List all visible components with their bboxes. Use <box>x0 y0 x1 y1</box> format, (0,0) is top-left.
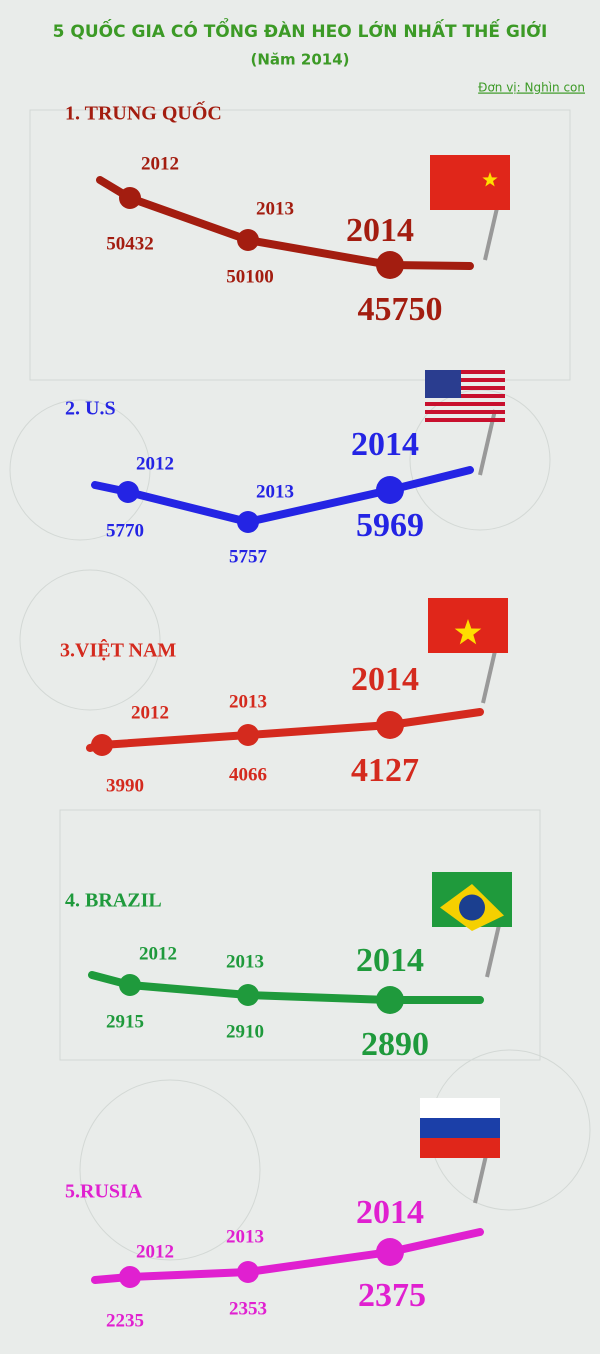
value-label: 50100 <box>226 266 274 287</box>
value-label: 2353 <box>229 1298 267 1319</box>
flag-band <box>420 1098 500 1118</box>
value-label: 2235 <box>106 1310 144 1331</box>
value-label: 2915 <box>106 1011 144 1032</box>
point <box>119 187 141 209</box>
point <box>376 251 404 279</box>
value-label: 50432 <box>106 233 154 254</box>
year-label: 2013 <box>256 481 294 502</box>
value-label: 45750 <box>358 291 443 328</box>
year-label: 2012 <box>136 1241 174 1262</box>
value-label: 4066 <box>229 764 267 785</box>
flag-star <box>482 172 498 187</box>
year-label: 2013 <box>226 951 264 972</box>
flag-stripe <box>425 394 505 398</box>
point <box>119 1266 141 1288</box>
title: 5 QUỐC GIA CÓ TỔNG ĐÀN HEO LỚN NHẤT THẾ … <box>53 17 548 42</box>
year-label: 2014 <box>351 426 419 463</box>
flag-band <box>420 1118 500 1138</box>
point <box>237 229 259 251</box>
flag <box>430 155 510 210</box>
year-label: 2013 <box>229 691 267 712</box>
year-label: 2012 <box>141 153 179 174</box>
year-label: 2014 <box>346 212 414 249</box>
flag-stripe <box>425 410 505 414</box>
flag-canton <box>425 370 461 398</box>
year-label: 2013 <box>226 1226 264 1247</box>
value-label: 2910 <box>226 1021 264 1042</box>
point <box>376 476 404 504</box>
country-name: 2. U.S <box>65 398 116 420</box>
year-label: 2014 <box>356 942 424 979</box>
value-label: 4127 <box>351 752 419 789</box>
value-label: 2890 <box>361 1026 429 1063</box>
value-label: 2375 <box>358 1277 426 1314</box>
flag-stripe <box>425 378 505 382</box>
country-section: 4. BRAZIL 2012 2013 2014 2915 2910 2890 <box>65 872 512 1063</box>
year-label: 2012 <box>131 702 169 723</box>
value-label: 5969 <box>356 507 424 544</box>
year-label: 2012 <box>139 943 177 964</box>
year-label: 2014 <box>351 661 419 698</box>
country-name: 1. TRUNG QUỐC <box>65 101 222 125</box>
point <box>117 481 139 503</box>
flag-stripe <box>425 402 505 406</box>
flag-stripe <box>425 386 505 390</box>
country-name: 4. BRAZIL <box>65 890 162 912</box>
unit: Đơn vị: Nghìn con <box>478 81 585 95</box>
point <box>237 1261 259 1283</box>
flag-band <box>420 1138 500 1158</box>
country-section: 5.RUSIA 2012 2013 2014 2235 2353 2375 <box>65 1098 500 1331</box>
flag-stripe <box>425 370 505 374</box>
year-label: 2012 <box>136 453 174 474</box>
point <box>237 724 259 746</box>
year-label: 2013 <box>256 198 294 219</box>
flag-globe <box>459 894 485 921</box>
country-section: 2. U.S 2012 2013 2014 5770 5757 5969 <box>65 370 505 567</box>
subtitle: (Năm 2014) <box>251 51 350 69</box>
point <box>376 986 404 1014</box>
point <box>237 984 259 1006</box>
point <box>237 511 259 533</box>
point <box>376 711 404 739</box>
value-label: 5770 <box>106 520 144 541</box>
flag-stripe <box>425 418 505 422</box>
year-label: 2014 <box>356 1194 424 1231</box>
point <box>91 734 113 756</box>
value-label: 5757 <box>229 546 268 567</box>
country-section: 3.VIỆT NAM 2012 2013 2014 3990 4066 4127 <box>60 598 508 796</box>
point <box>119 974 141 996</box>
value-label: 3990 <box>106 775 144 796</box>
point <box>376 1238 404 1266</box>
sections: 1. TRUNG QUỐC 2012 2013 2014 50432 50100 45750… <box>60 101 512 1331</box>
country-name: 5.RUSIA <box>65 1181 143 1203</box>
flag-star <box>454 619 482 645</box>
country-name: 3.VIỆT NAM <box>60 639 176 662</box>
country-section: 1. TRUNG QUỐC 2012 2013 2014 50432 50100 45750 <box>65 101 510 328</box>
